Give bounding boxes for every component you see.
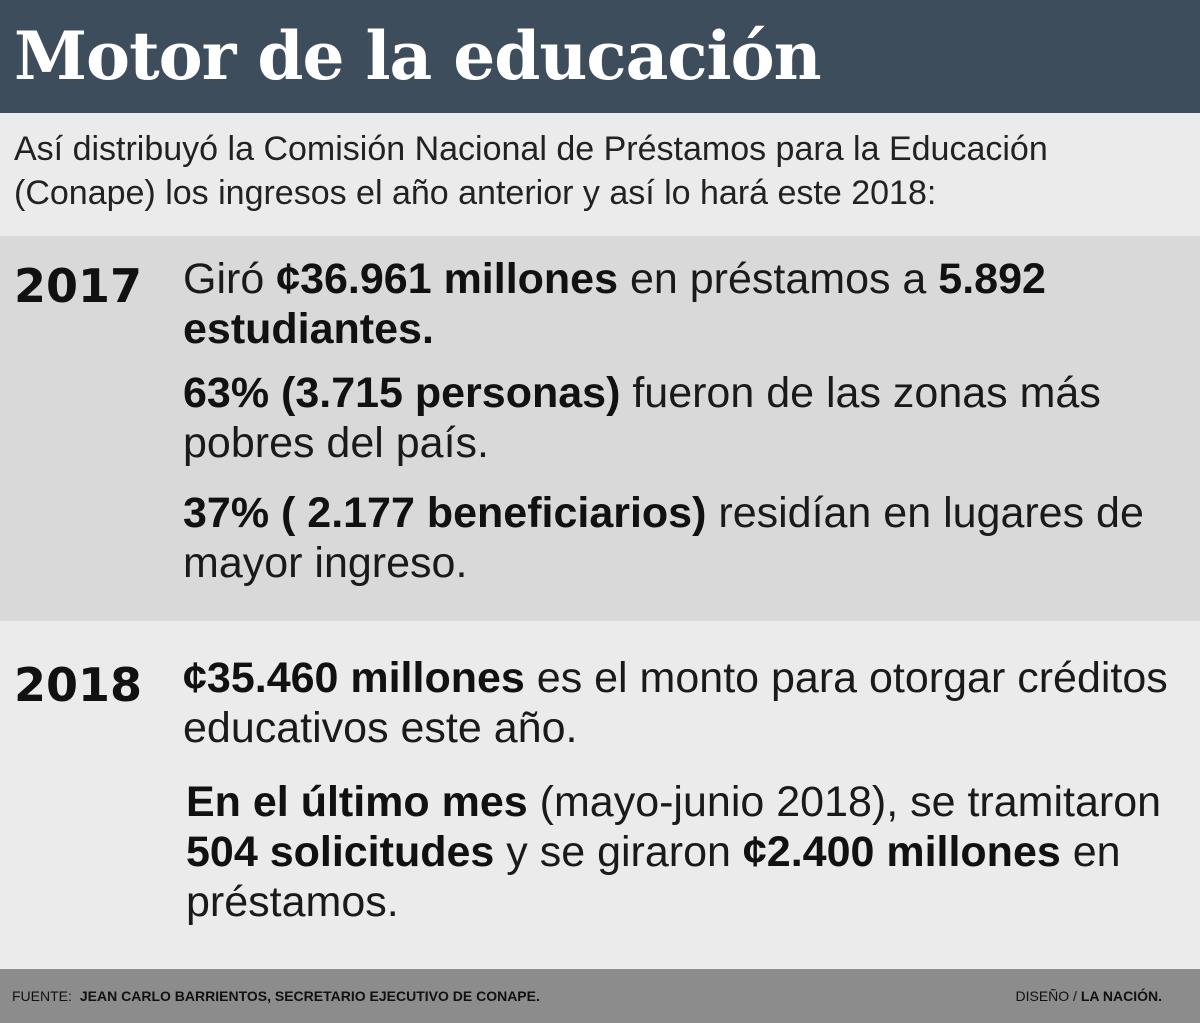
header-bar: Motor de la educación	[0, 0, 1200, 113]
paragraph-2018-last-month: En el último mes (mayo-junio 2018), se t…	[186, 777, 1191, 927]
page-title: Motor de la educación	[14, 17, 822, 95]
paragraph-2017-loans: Giró ¢36.961 millones en préstamos a 5.8…	[183, 254, 1188, 354]
highlight-percentage: 63% (3.715 personas)	[183, 369, 621, 417]
highlight-students: 5.892 estudiantes.	[183, 255, 1046, 353]
highlight-period: En el último mes	[186, 778, 528, 826]
highlight-requests: 504 solicitudes	[186, 828, 495, 876]
design-text: LA NACIÓN.	[1080, 988, 1162, 1004]
text-fragment: es el monto para otorgar créditos educat…	[183, 654, 1168, 752]
highlight-amount: ¢35.460 millones	[183, 654, 525, 702]
intro-section: Así distribuyó la Comisión Nacional de P…	[0, 113, 1200, 236]
source-label: FUENTE:	[12, 988, 72, 1004]
source-text: JEAN CARLO BARRIENTOS, SECRETARIO EJECUT…	[79, 988, 540, 1004]
text-fragment: y se giraron	[494, 828, 743, 876]
highlight-amount: ¢36.961 millones	[276, 255, 619, 303]
paragraph-2018-budget: ¢35.460 millones es el monto para otorga…	[183, 653, 1188, 753]
text-fragment: (mayo-junio 2018), se tramitaron	[527, 778, 1162, 826]
text-fragment: en préstamos a	[618, 255, 939, 303]
section-2017: 2017 Giró ¢36.961 millones en préstamos …	[0, 236, 1200, 621]
intro-text: Así distribuyó la Comisión Nacional de P…	[14, 130, 1048, 212]
text-fragment: fueron de las zonas más pobres del país.	[183, 369, 1101, 467]
footer-bar: FUENTE: JEAN CARLO BARRIENTOS, SECRETARIO…	[0, 969, 1200, 1023]
source-credit: FUENTE: JEAN CARLO BARRIENTOS, SECRETARIO…	[12, 986, 540, 1006]
year-label-2017: 2017	[14, 259, 143, 313]
text-fragment: en préstamos.	[186, 828, 1121, 926]
section-2018: 2018 ¢35.460 millones es el monto para o…	[0, 621, 1200, 969]
highlight-amount: ¢2.400 millones	[742, 828, 1061, 876]
paragraph-2017-higher-income: 37% ( 2.177 beneficiarios) residían en l…	[183, 488, 1188, 588]
highlight-percentage: 37% ( 2.177 beneficiarios)	[183, 489, 707, 537]
paragraph-2017-poor-zones: 63% (3.715 personas) fueron de las zonas…	[183, 368, 1188, 468]
design-label: DISEÑO /	[1015, 988, 1081, 1004]
text-fragment: Giró	[183, 255, 277, 303]
year-label-2018: 2018	[14, 658, 143, 712]
text-fragment: residían en lugares de mayor ingreso.	[183, 489, 1144, 587]
design-credit: DISEÑO / LA NACIÓN.	[1015, 986, 1162, 1006]
